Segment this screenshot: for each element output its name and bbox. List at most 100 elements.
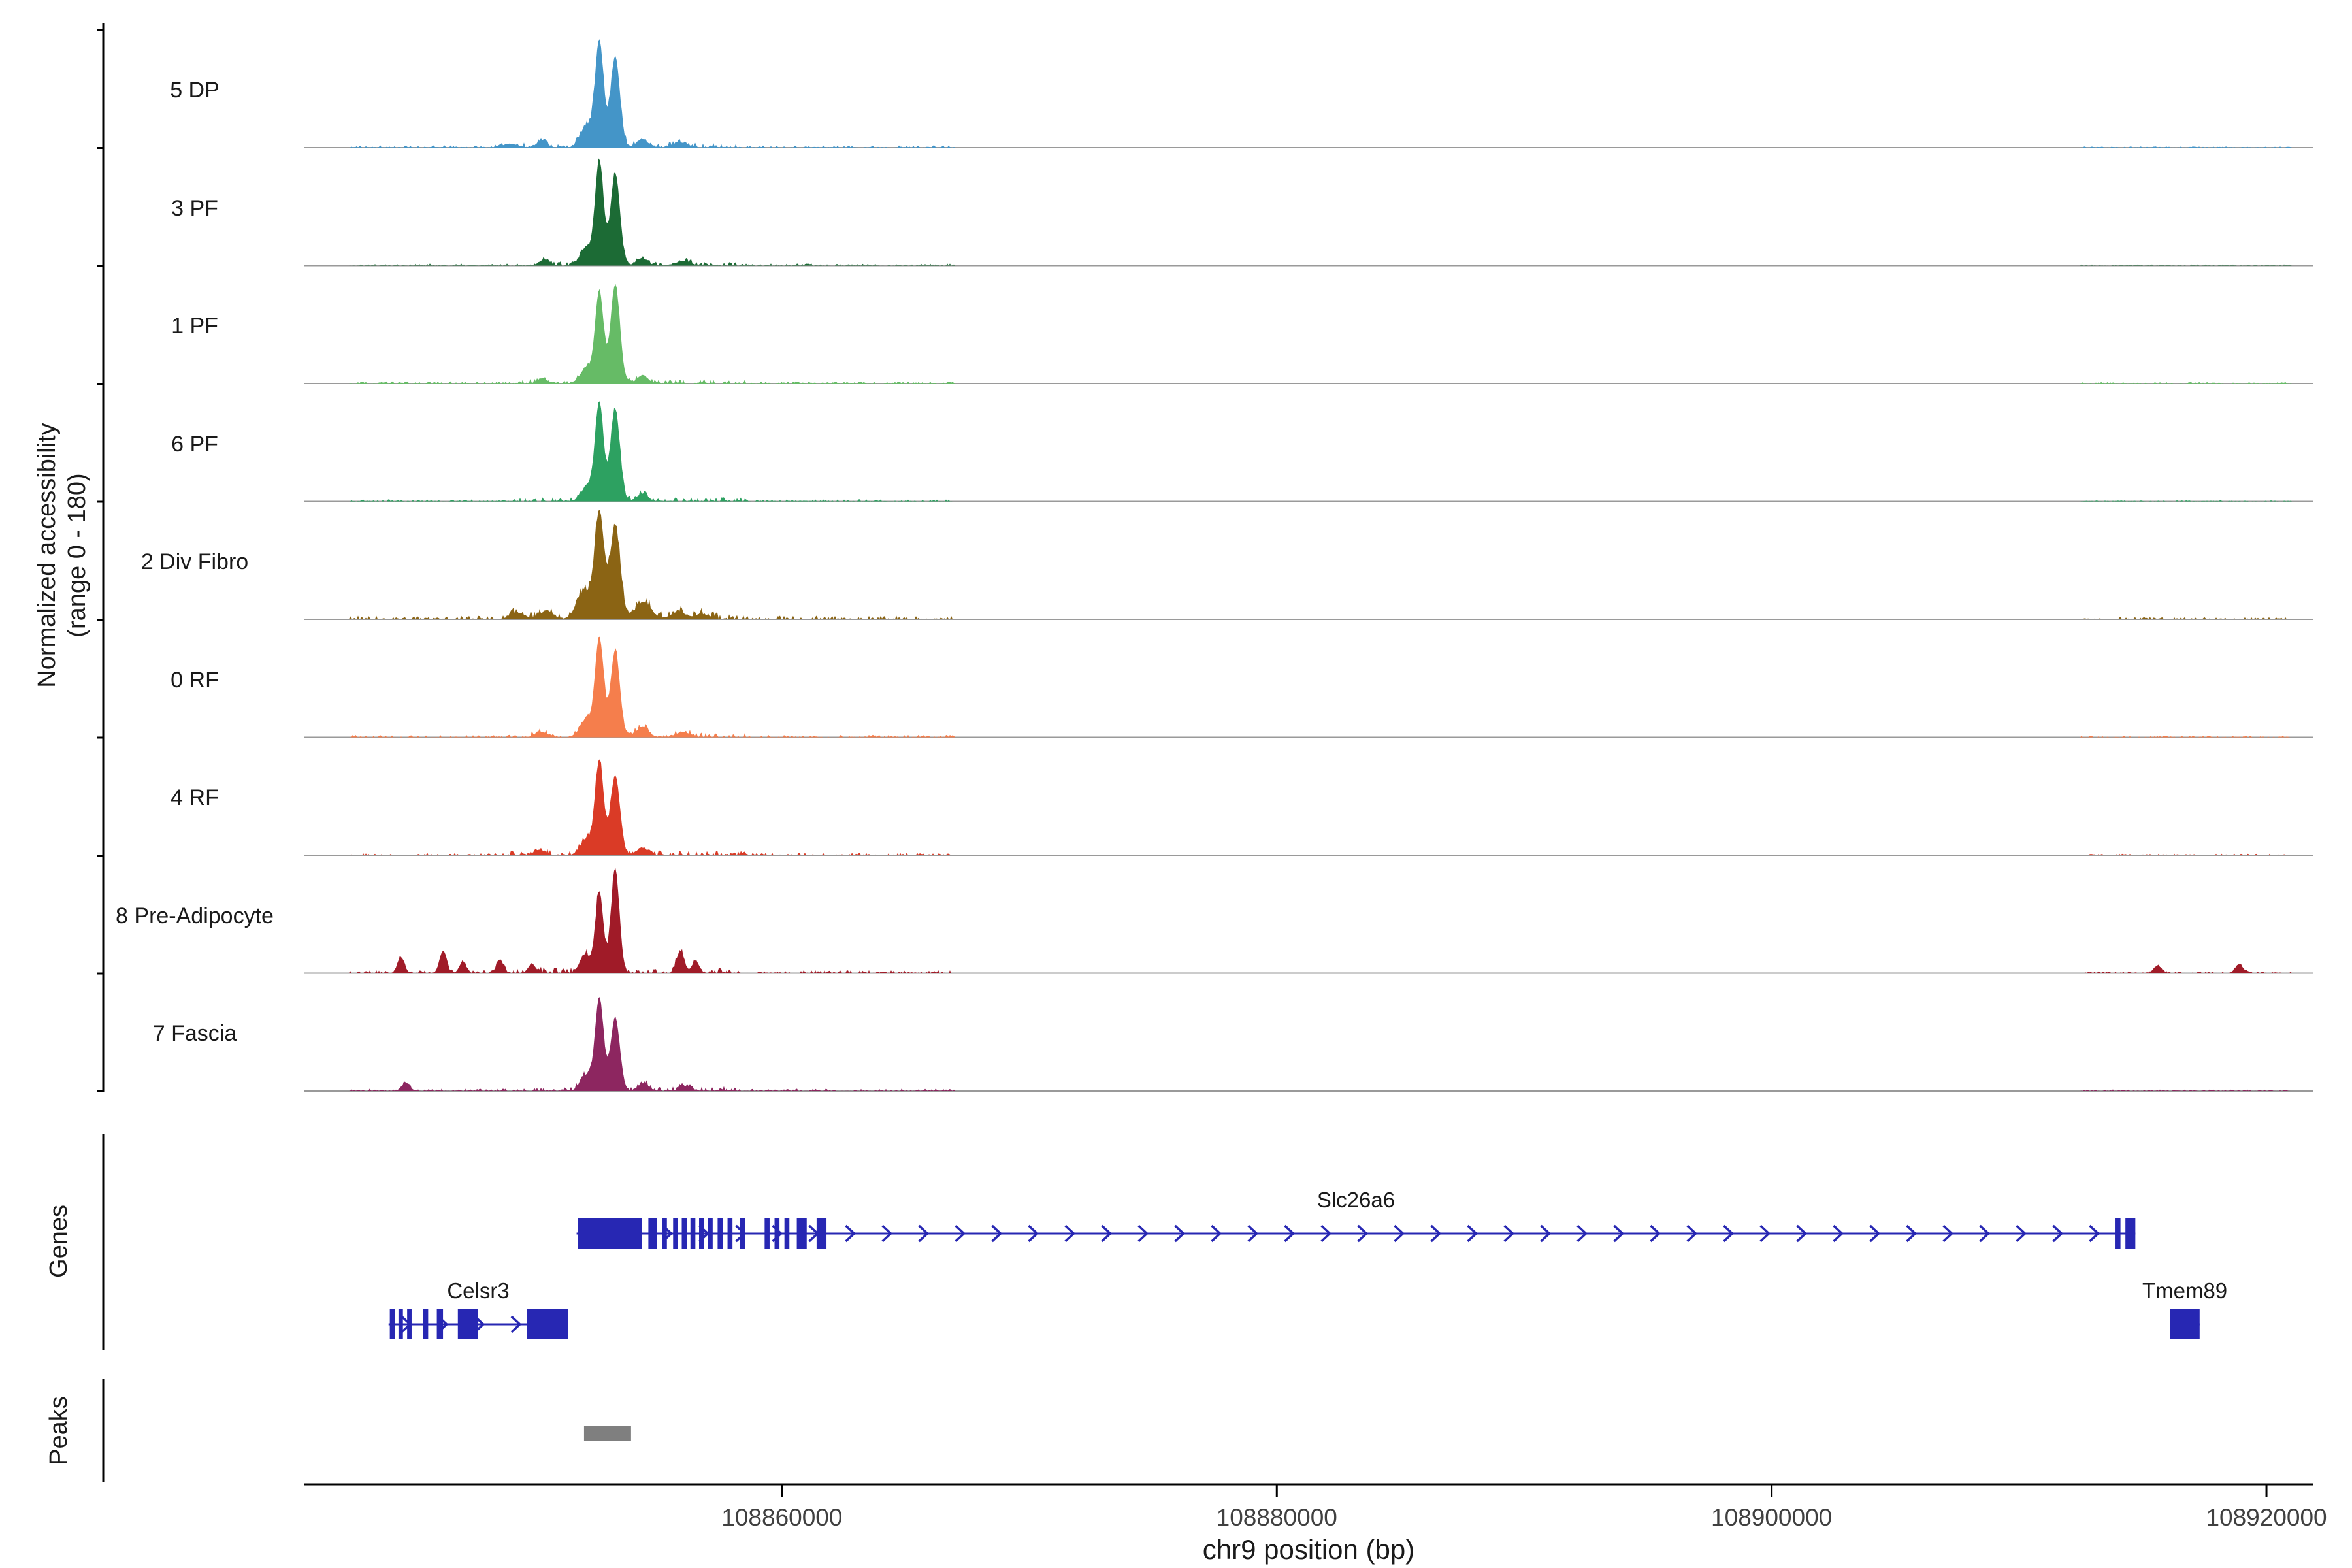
strand-arrow-icon <box>1320 1224 1332 1243</box>
strand-arrow-icon <box>918 1224 930 1243</box>
exon <box>2115 1218 2121 1249</box>
signal-area-7-fascia <box>304 997 2313 1091</box>
exon <box>699 1218 704 1249</box>
exon <box>423 1309 429 1339</box>
exon <box>648 1218 657 1249</box>
strand-arrow-icon <box>1796 1224 1808 1243</box>
track-label-0-rf: 0 RF <box>171 667 219 693</box>
exon <box>398 1309 403 1339</box>
track-label-4-rf: 4 RF <box>171 785 219 810</box>
strand-arrow-icon <box>2016 1224 2027 1243</box>
track-4-rf <box>304 759 2313 856</box>
exon <box>740 1218 745 1249</box>
x-axis-title: chr9 position (bp) <box>1202 1534 1415 1565</box>
track-6-pf <box>304 401 2313 502</box>
strand-arrow-icon <box>1540 1224 1552 1243</box>
track-8-pre-adipocyte <box>304 868 2313 974</box>
exon <box>708 1218 713 1249</box>
exon <box>457 1309 478 1339</box>
x-axis-tick-label: 108880000 <box>1217 1504 1337 1531</box>
signal-area-4-rf <box>304 759 2313 855</box>
peaks-track <box>583 1426 631 1441</box>
gene-tmem89: Tmem89 <box>2142 1279 2227 1339</box>
strand-arrow-icon <box>1759 1224 1771 1243</box>
strand-arrow-icon <box>845 1224 857 1243</box>
track-label-5-dp: 5 DP <box>170 78 220 103</box>
axis-brackets <box>97 23 105 1482</box>
track-0-rf <box>304 636 2313 738</box>
exon <box>690 1218 696 1249</box>
exon <box>578 1218 642 1249</box>
strand-arrow-icon <box>1394 1224 1405 1243</box>
signal-area-0-rf <box>304 636 2313 738</box>
tracks-axis-title-line1: Normalized accessibility <box>33 423 61 688</box>
strand-arrow-icon <box>510 1315 522 1333</box>
strand-arrow-icon <box>474 1315 485 1333</box>
strand-arrow-icon <box>1979 1224 1991 1243</box>
signal-area-6-pf <box>304 401 2313 502</box>
strand-arrow-icon <box>1247 1224 1259 1243</box>
track-1-pf <box>304 284 2313 384</box>
exon <box>407 1309 412 1339</box>
signal-area-1-pf <box>304 284 2313 384</box>
x-axis-tick-label: 108900000 <box>1711 1504 1832 1531</box>
track-3-pf <box>304 158 2313 267</box>
strand-arrow-icon <box>1723 1224 1735 1243</box>
strand-arrow-icon <box>1906 1224 1918 1243</box>
gene-celsr3: Celsr3 <box>388 1279 568 1339</box>
strand-arrow-icon <box>1942 1224 1954 1243</box>
strand-arrow-icon <box>2052 1224 2064 1243</box>
signal-area-8-pre-adipocyte <box>304 868 2313 973</box>
strand-arrow-icon <box>1137 1224 1149 1243</box>
exon <box>796 1218 807 1249</box>
gene-label-celsr3: Celsr3 <box>447 1279 509 1303</box>
strand-arrow-icon <box>1064 1224 1076 1243</box>
strand-arrow-icon <box>1650 1224 1661 1243</box>
track-7-fascia <box>304 997 2313 1092</box>
exon <box>2170 1309 2200 1339</box>
exon <box>816 1218 827 1249</box>
exon <box>662 1218 667 1249</box>
signal-area-5-dp <box>304 39 2313 148</box>
track-label-2-div-fibro: 2 Div Fibro <box>140 549 249 574</box>
exon <box>389 1309 395 1339</box>
strand-arrow-icon <box>1467 1224 1478 1243</box>
gene-slc26a6: Slc26a6 <box>576 1188 2136 1249</box>
track-5-dp <box>304 39 2313 148</box>
track-label-3-pf: 3 PF <box>171 195 218 221</box>
exon <box>727 1218 733 1249</box>
exon <box>2125 1218 2136 1249</box>
tracks-axis-title: Normalized accessibility (range 0 - 180) <box>32 423 92 687</box>
exon <box>673 1218 678 1249</box>
track-2-div-fibro <box>304 510 2313 620</box>
exon <box>774 1218 780 1249</box>
strand-arrow-icon <box>881 1224 893 1243</box>
strand-arrow-icon <box>1613 1224 1625 1243</box>
signal-area-3-pf <box>304 158 2313 266</box>
track-label-8-pre-adipocyte: 8 Pre-Adipocyte <box>116 903 274 928</box>
strand-arrow-icon <box>1028 1224 1039 1243</box>
exon <box>764 1218 770 1249</box>
peak-region <box>583 1426 631 1441</box>
strand-arrow-icon <box>1833 1224 1844 1243</box>
x-axis-tick-label: 108860000 <box>721 1504 842 1531</box>
tracks-axis-title-line2: (range 0 - 180) <box>63 473 91 638</box>
strand-arrow-icon <box>1430 1224 1442 1243</box>
exon <box>784 1218 790 1249</box>
exon <box>717 1218 723 1249</box>
exon <box>681 1218 687 1249</box>
strand-arrow-icon <box>955 1224 966 1243</box>
strand-arrow-icon <box>1284 1224 1296 1243</box>
x-axis-tick-label: 108920000 <box>2206 1504 2327 1531</box>
x-axis: 108860000 108880000 108900000 108920000 <box>304 1483 2327 1531</box>
strand-arrow-icon <box>1211 1224 1222 1243</box>
exon <box>436 1309 444 1339</box>
track-label-1-pf: 1 PF <box>171 314 218 338</box>
genes-axis-title: Genes <box>45 1205 73 1278</box>
signal-area-2-div-fibro <box>304 510 2313 619</box>
exon <box>527 1309 568 1339</box>
peaks-axis-title: Peaks <box>45 1396 73 1465</box>
strand-arrow-icon <box>1576 1224 1588 1243</box>
